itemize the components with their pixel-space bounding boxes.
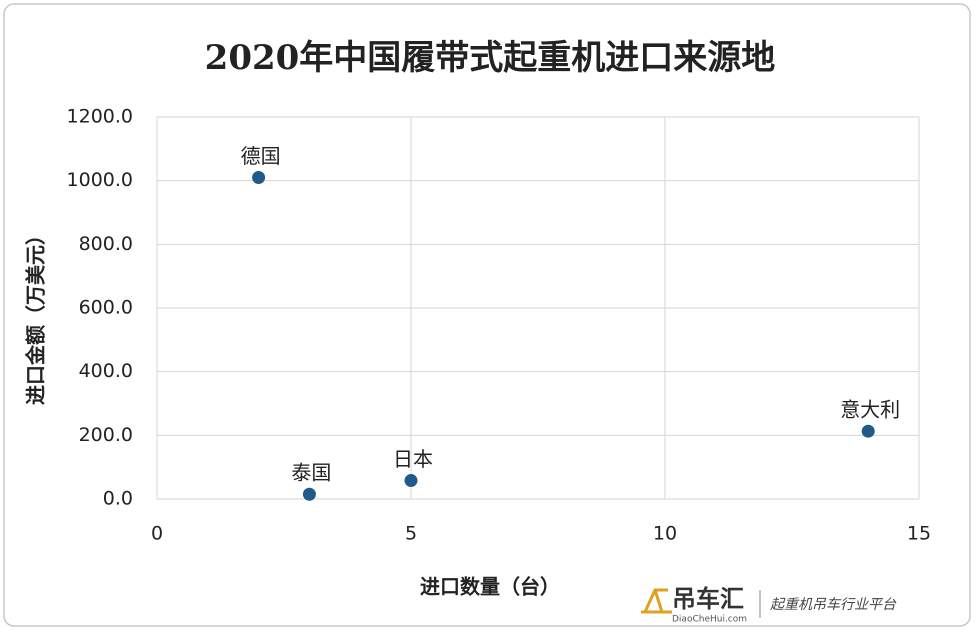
watermark-slogan: 起重机吊车行业平台 bbox=[770, 597, 897, 613]
point-label: 意大利 bbox=[840, 398, 900, 422]
chart-frame bbox=[3, 3, 971, 627]
chart-title: 2020年中国履带式起重机进口来源地 bbox=[205, 38, 776, 78]
point bbox=[252, 170, 266, 184]
y-tick-label: 1000.0 bbox=[67, 169, 133, 191]
point-label: 泰国 bbox=[291, 461, 331, 485]
point bbox=[861, 424, 875, 438]
y-axis-label: 进口金额（万美元） bbox=[24, 225, 48, 405]
y-tick-label: 0.0 bbox=[103, 488, 133, 510]
y-tick-label: 200.0 bbox=[79, 424, 133, 446]
point bbox=[404, 474, 418, 488]
y-tick-label: 1200.0 bbox=[67, 106, 133, 128]
x-tick-label: 5 bbox=[405, 523, 417, 545]
watermark-brand: 吊车汇 bbox=[672, 585, 744, 613]
x-axis-label: 进口数量（台） bbox=[420, 575, 560, 599]
watermark: 吊车汇 DiaoCheHui.com 起重机吊车行业平台 bbox=[641, 585, 897, 625]
x-tick-label: 15 bbox=[907, 523, 931, 545]
watermark-icon bbox=[641, 588, 672, 614]
point bbox=[302, 487, 316, 501]
point-label: 德国 bbox=[241, 144, 281, 168]
y-tick-label: 600.0 bbox=[79, 297, 133, 319]
x-tick-label: 0 bbox=[151, 523, 163, 545]
watermark-site: DiaoCheHui.com bbox=[672, 615, 747, 625]
y-tick-label: 800.0 bbox=[79, 233, 133, 255]
x-tick-label: 10 bbox=[653, 523, 677, 545]
y-tick-label: 400.0 bbox=[79, 360, 133, 382]
point-label: 日本 bbox=[393, 447, 433, 471]
